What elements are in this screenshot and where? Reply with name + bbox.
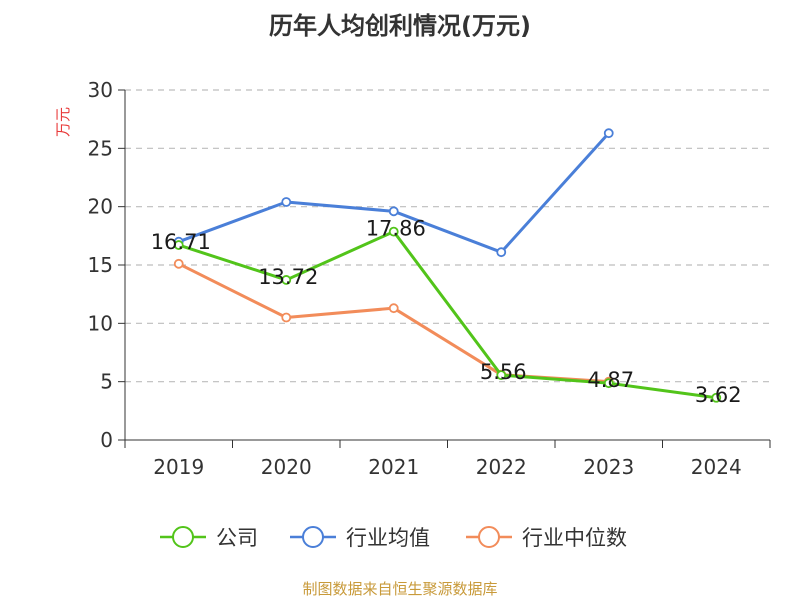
x-tick-label: 2023 — [583, 455, 634, 479]
legend-label: 行业中位数 — [522, 526, 627, 550]
data-label: 17.86 — [366, 217, 426, 241]
y-axis-label: 万元 — [54, 107, 72, 137]
legend-item-company[interactable]: 公司 — [160, 526, 258, 550]
legend-marker — [478, 526, 500, 548]
y-tick-label: 15 — [88, 253, 113, 277]
data-point[interactable] — [281, 197, 292, 207]
series-company — [173, 226, 722, 403]
x-tick-label: 2022 — [476, 455, 527, 479]
chart-title: 历年人均创利情况(万元) — [269, 12, 531, 40]
data-point[interactable] — [173, 240, 184, 250]
legend-item-industry_median[interactable]: 行业中位数 — [466, 526, 627, 550]
data-label: 5.56 — [480, 360, 527, 384]
series-lines — [173, 128, 722, 403]
data-label: 4.87 — [587, 368, 634, 392]
data-point[interactable] — [603, 378, 614, 389]
data-point[interactable] — [388, 226, 399, 237]
legend-label: 公司 — [216, 526, 258, 550]
data-point[interactable] — [281, 275, 292, 285]
legend-label: 行业均值 — [346, 526, 430, 550]
data-label: 13.72 — [258, 265, 318, 289]
x-tick-label: 2021 — [368, 455, 419, 479]
legend-marker — [302, 526, 324, 548]
x-tick-labels: 2019 2020 2021 2022 2023 2024 — [153, 455, 741, 479]
y-tick-label: 30 — [88, 78, 113, 102]
data-point[interactable] — [496, 247, 507, 258]
data-point[interactable] — [496, 370, 507, 381]
gridlines — [125, 89, 770, 383]
axes — [118, 89, 771, 448]
y-tick-label: 10 — [88, 311, 113, 335]
data-point[interactable] — [173, 258, 184, 269]
legend-item-industry_avg[interactable]: 行业均值 — [290, 526, 430, 550]
x-tick-label: 2020 — [261, 455, 312, 479]
x-tick-label: 2019 — [153, 455, 204, 479]
series-line-company — [178, 230, 717, 400]
legend-marker — [172, 526, 194, 548]
legend[interactable]: 公司 行业均值 行业中位数 — [160, 526, 627, 550]
y-tick-label: 20 — [88, 195, 113, 219]
data-point[interactable] — [281, 312, 292, 323]
data-label: 3.62 — [695, 383, 742, 407]
data-labels: 16.71 13.72 17.86 5.56 4.87 3.62 — [151, 217, 742, 407]
data-point[interactable] — [603, 128, 614, 139]
data-point[interactable] — [388, 206, 399, 217]
y-tick-label: 25 — [88, 136, 113, 160]
data-point[interactable] — [388, 303, 399, 314]
data-point[interactable] — [711, 392, 722, 403]
y-tick-label: 0 — [100, 428, 113, 452]
y-tick-label: 5 — [100, 370, 113, 394]
source-note: 制图数据来自恒生聚源数据库 — [302, 580, 497, 598]
x-tick-label: 2024 — [691, 455, 742, 479]
data-label: 16.71 — [151, 230, 211, 254]
y-tick-labels: 0 5 10 15 20 25 30 — [88, 78, 113, 452]
